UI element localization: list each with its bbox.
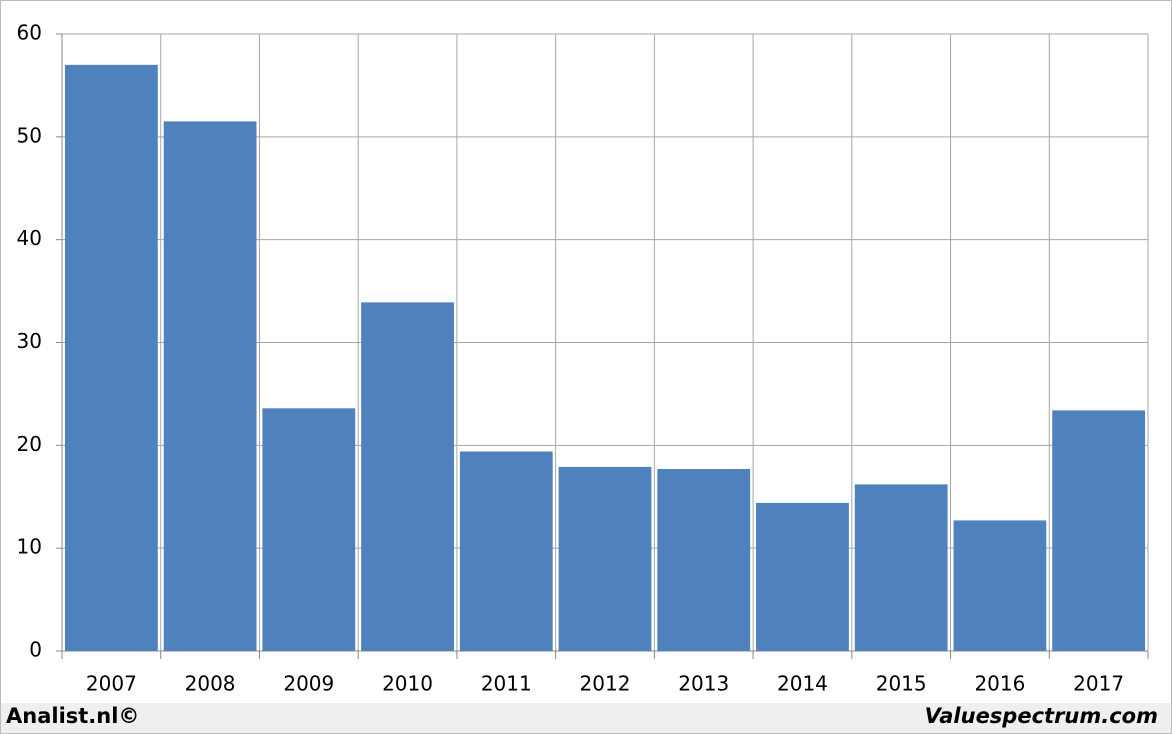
bar xyxy=(756,502,849,651)
x-tick-label: 2016 xyxy=(974,672,1025,696)
x-tick-label: 2014 xyxy=(777,672,828,696)
y-tick-label: 0 xyxy=(29,638,42,662)
x-tick-label: 2017 xyxy=(1073,672,1124,696)
bar xyxy=(64,64,158,652)
bar xyxy=(558,466,652,651)
bar xyxy=(163,121,257,652)
y-tick-label: 30 xyxy=(17,329,42,353)
footer-strip xyxy=(1,703,1171,733)
y-tick-label: 50 xyxy=(17,123,42,147)
bar xyxy=(854,484,948,651)
x-tick-label: 2011 xyxy=(481,672,532,696)
bar xyxy=(1052,410,1146,651)
y-tick-label: 10 xyxy=(17,535,42,559)
source-label: Analist.nl© xyxy=(6,704,139,728)
bar xyxy=(262,408,356,651)
x-tick-label: 2015 xyxy=(876,672,927,696)
x-tick-label: 2009 xyxy=(283,672,334,696)
x-tick-label: 2007 xyxy=(86,672,137,696)
y-tick-label: 40 xyxy=(17,226,42,250)
x-tick-label: 2012 xyxy=(580,672,631,696)
bar xyxy=(657,468,751,651)
bar xyxy=(459,451,553,651)
y-tick-label: 20 xyxy=(17,432,42,456)
x-tick-label: 2013 xyxy=(678,672,729,696)
bar xyxy=(953,520,1047,651)
bar xyxy=(361,302,454,651)
y-tick-label: 60 xyxy=(17,21,42,45)
credit-label: Valuespectrum.com xyxy=(925,704,1158,728)
x-tick-label: 2010 xyxy=(382,672,433,696)
x-tick-label: 2008 xyxy=(185,672,236,696)
